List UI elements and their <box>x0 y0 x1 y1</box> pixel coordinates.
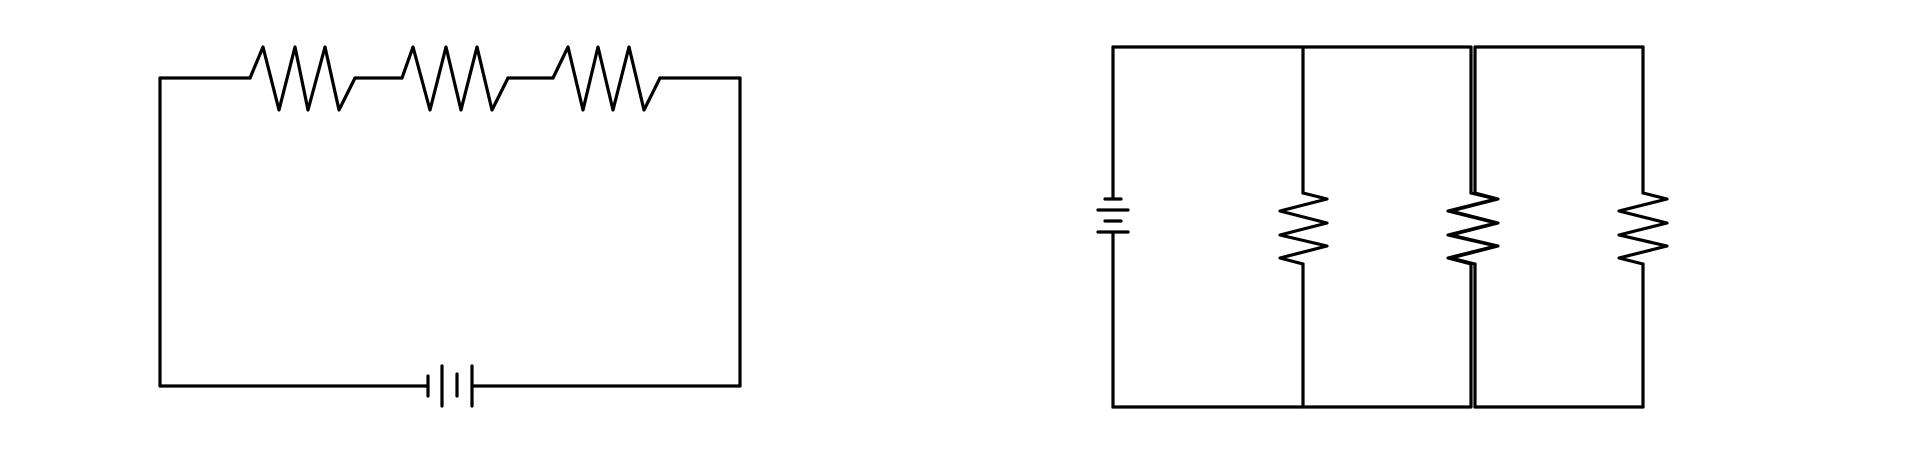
series-wire-left <box>158 76 430 388</box>
parallel-branch-2 <box>1446 45 1500 409</box>
series-resistor-1 <box>248 45 357 112</box>
parallel-resistor-3 <box>1617 191 1669 266</box>
series-circuit <box>158 45 742 408</box>
series-battery <box>426 364 474 408</box>
series-resistor-2 <box>400 45 510 112</box>
parallel-battery <box>1096 197 1130 234</box>
series-resistor-3 <box>551 45 662 112</box>
series-wire-right <box>470 76 742 388</box>
parallel-resistor-2-overlay <box>1449 191 1500 266</box>
parallel-resistor-1 <box>1278 191 1329 266</box>
parallel-circuit <box>1096 45 1669 409</box>
